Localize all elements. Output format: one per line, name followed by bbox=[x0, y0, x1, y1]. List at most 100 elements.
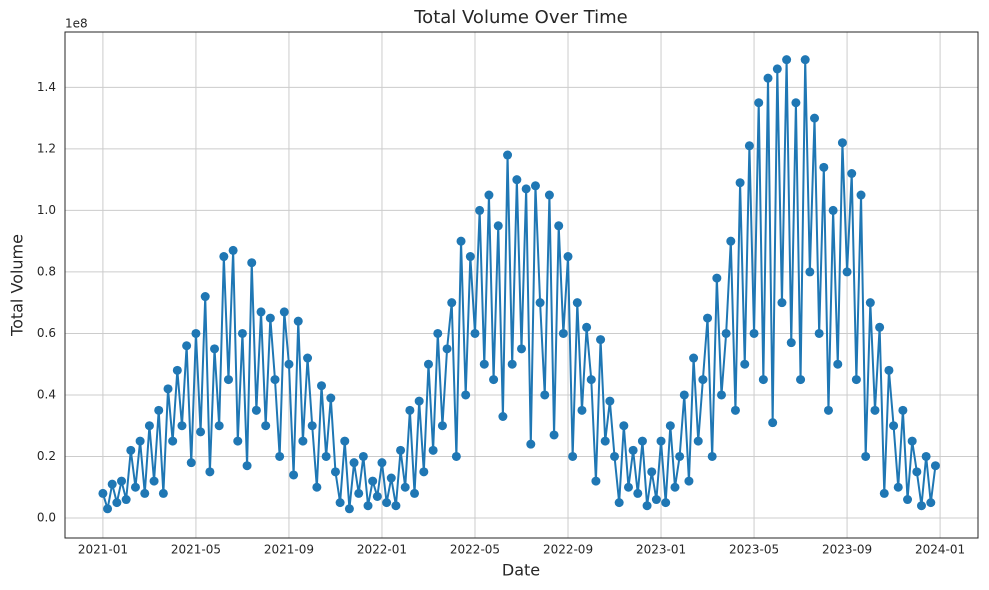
data-point bbox=[572, 298, 582, 308]
data-point bbox=[377, 458, 387, 468]
data-point bbox=[154, 405, 164, 415]
data-point bbox=[805, 267, 815, 277]
data-point bbox=[642, 501, 652, 511]
data-point bbox=[903, 495, 913, 505]
data-point bbox=[354, 488, 364, 498]
data-point bbox=[777, 298, 787, 308]
data-point bbox=[237, 328, 247, 338]
data-point bbox=[861, 451, 871, 461]
x-tick-label: 2021-09 bbox=[264, 543, 314, 557]
data-point bbox=[786, 338, 796, 348]
data-point bbox=[400, 482, 410, 492]
data-point bbox=[191, 328, 201, 338]
data-point bbox=[330, 467, 340, 477]
data-point bbox=[261, 421, 271, 431]
data-point bbox=[219, 252, 229, 262]
chart-title: Total Volume Over Time bbox=[413, 7, 628, 28]
data-point bbox=[177, 421, 187, 431]
data-point bbox=[507, 359, 517, 369]
data-point bbox=[182, 341, 192, 351]
data-point bbox=[349, 458, 359, 468]
data-point bbox=[172, 365, 182, 375]
data-point bbox=[605, 396, 615, 406]
data-point bbox=[633, 488, 643, 498]
data-point bbox=[98, 488, 108, 498]
data-point bbox=[540, 390, 550, 400]
data-point bbox=[186, 458, 196, 468]
data-point bbox=[907, 436, 917, 446]
data-point bbox=[149, 476, 159, 486]
y-tick-label: 1.4 bbox=[37, 80, 56, 94]
data-point bbox=[126, 445, 136, 455]
data-point bbox=[493, 221, 503, 231]
data-point bbox=[437, 421, 447, 431]
data-line bbox=[101, 59, 937, 510]
data-point bbox=[563, 252, 573, 262]
data-point bbox=[242, 461, 252, 471]
data-point bbox=[530, 181, 540, 191]
data-point bbox=[716, 390, 726, 400]
data-point bbox=[823, 405, 833, 415]
data-point bbox=[730, 405, 740, 415]
data-point bbox=[768, 418, 778, 428]
data-point bbox=[740, 359, 750, 369]
data-point bbox=[758, 375, 768, 385]
data-point bbox=[372, 491, 382, 501]
data-point bbox=[447, 298, 457, 308]
data-point bbox=[651, 495, 661, 505]
data-point bbox=[484, 190, 494, 200]
data-point bbox=[358, 451, 368, 461]
data-point bbox=[335, 498, 345, 508]
data-point bbox=[414, 396, 424, 406]
data-point bbox=[930, 461, 940, 471]
y-offset-label: 1e8 bbox=[65, 17, 88, 31]
data-point bbox=[554, 221, 564, 231]
data-point bbox=[791, 98, 801, 108]
data-point bbox=[637, 436, 647, 446]
data-point bbox=[679, 390, 689, 400]
data-point bbox=[754, 98, 764, 108]
data-point bbox=[712, 273, 722, 283]
data-point bbox=[340, 436, 350, 446]
plot-frame bbox=[64, 31, 979, 539]
data-point bbox=[363, 501, 373, 511]
data-point bbox=[856, 190, 866, 200]
data-point bbox=[405, 405, 415, 415]
data-point bbox=[247, 258, 257, 268]
data-point bbox=[228, 245, 238, 255]
data-point bbox=[107, 479, 117, 489]
data-point bbox=[498, 411, 508, 421]
data-point bbox=[410, 488, 420, 498]
data-point bbox=[396, 445, 406, 455]
data-point bbox=[916, 501, 926, 511]
data-point bbox=[391, 501, 401, 511]
data-point bbox=[419, 467, 429, 477]
y-tick-label: 1.2 bbox=[37, 141, 56, 155]
data-point bbox=[591, 476, 601, 486]
x-tick-label: 2024-01 bbox=[915, 543, 965, 557]
data-point bbox=[837, 138, 847, 148]
data-point bbox=[656, 436, 666, 446]
data-point bbox=[670, 482, 680, 492]
data-point bbox=[442, 344, 452, 354]
y-tick-label: 0.2 bbox=[37, 449, 56, 463]
x-tick-label: 2022-05 bbox=[450, 543, 500, 557]
data-point bbox=[461, 390, 471, 400]
data-point bbox=[721, 328, 731, 338]
data-point bbox=[833, 359, 843, 369]
data-point bbox=[168, 436, 178, 446]
data-point bbox=[344, 504, 354, 514]
y-tick-label: 0.4 bbox=[37, 387, 56, 401]
data-point bbox=[735, 178, 745, 188]
data-point bbox=[647, 467, 657, 477]
data-point bbox=[875, 322, 885, 332]
data-point bbox=[423, 359, 433, 369]
data-point bbox=[512, 175, 522, 185]
x-tick-label: 2023-01 bbox=[636, 543, 686, 557]
y-tick-label: 1.0 bbox=[37, 203, 56, 217]
data-point bbox=[898, 405, 908, 415]
data-point bbox=[479, 359, 489, 369]
data-point bbox=[544, 190, 554, 200]
data-point bbox=[475, 205, 485, 215]
data-point bbox=[893, 482, 903, 492]
